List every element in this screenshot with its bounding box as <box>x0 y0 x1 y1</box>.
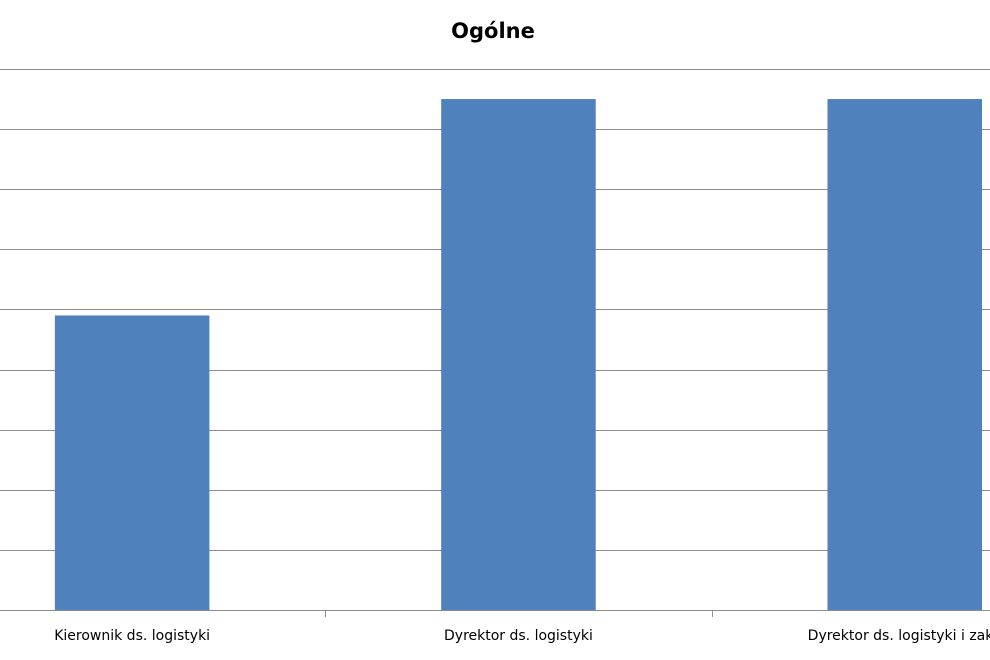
chart-title: Ogólne <box>451 19 535 43</box>
x-tick-label: Dyrektor ds. logistyki <box>444 628 593 644</box>
x-tick-label: Dyrektor ds. logistyki i zaku <box>808 628 990 644</box>
bar <box>54 315 210 610</box>
bar <box>441 99 596 611</box>
x-tick-label: Kierownik ds. logistyki <box>54 628 210 644</box>
bar <box>827 99 983 611</box>
